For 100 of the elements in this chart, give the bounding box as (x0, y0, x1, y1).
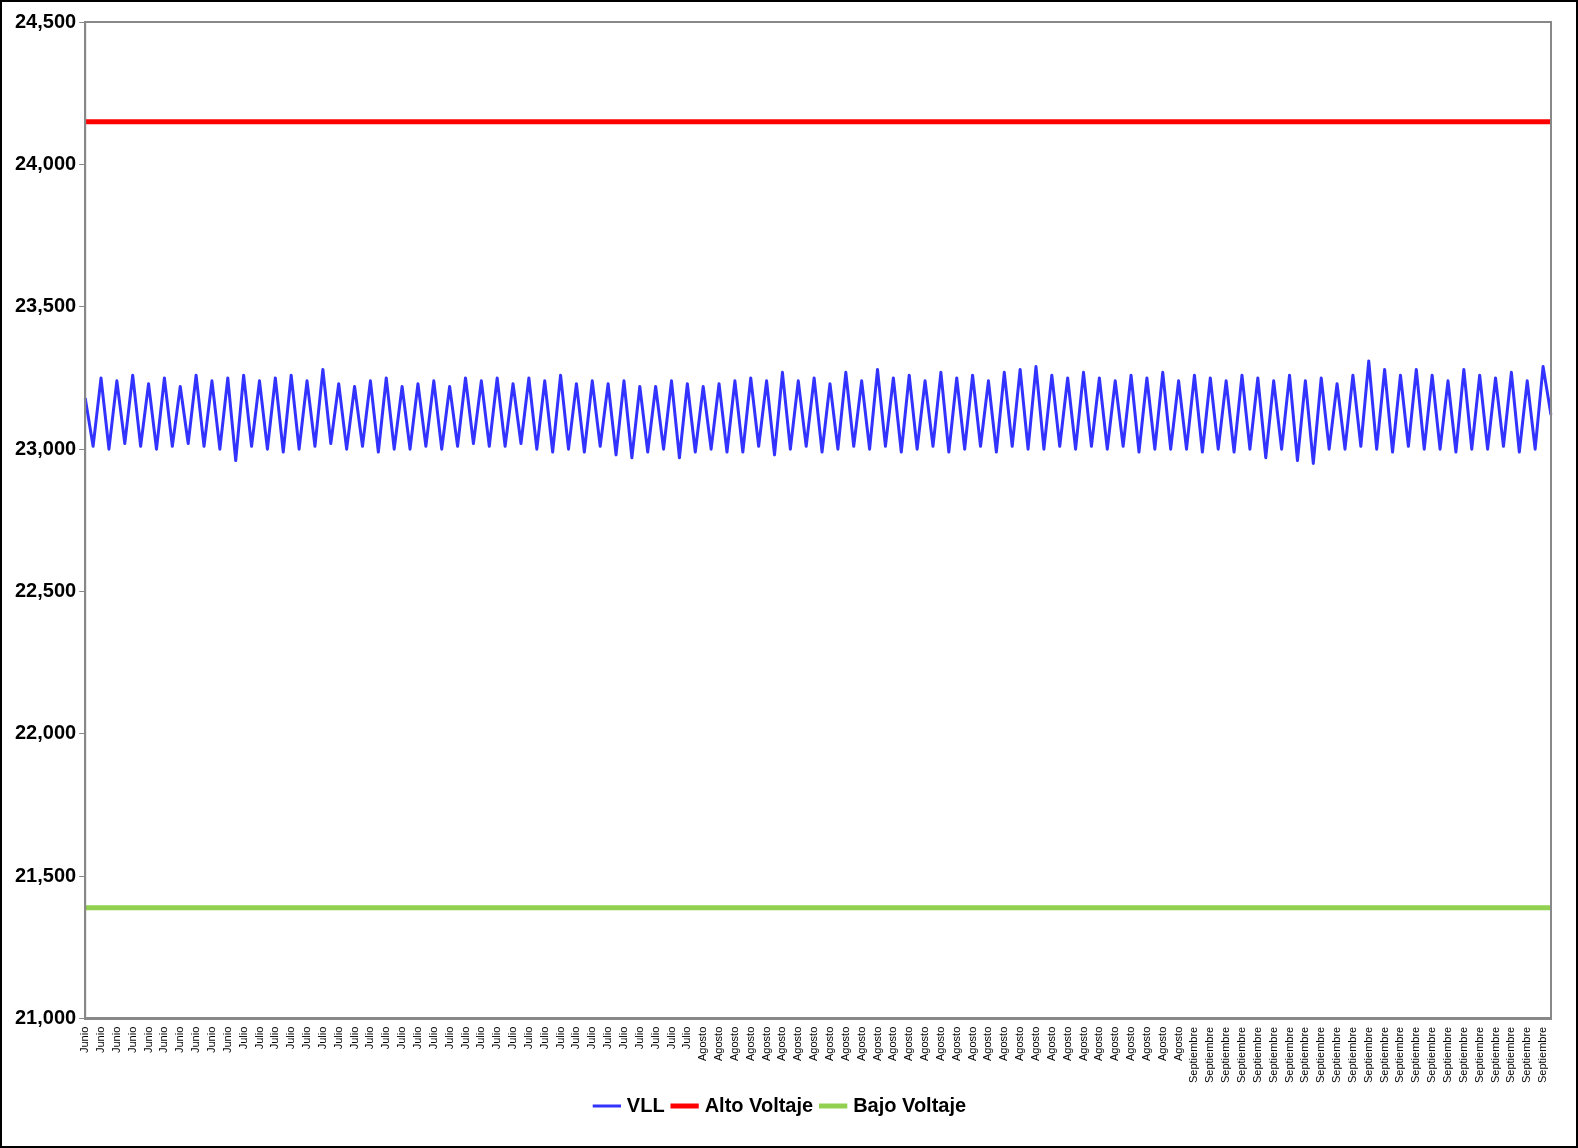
y-tick-label: 24,500 (15, 9, 77, 32)
x-tick-label: Agosto (997, 1026, 1010, 1061)
x-tick-label: Julio (347, 1026, 360, 1050)
x-tick-label: Julio (363, 1026, 376, 1050)
x-tick-label: Agosto (902, 1026, 915, 1061)
x-tick-label: Junio (204, 1026, 217, 1054)
x-tick-label: Agosto (854, 1026, 867, 1061)
x-tick-label: Septiembre (1266, 1026, 1279, 1084)
x-tick-label: Septiembre (1361, 1026, 1374, 1084)
x-tick-label: Septiembre (1235, 1026, 1248, 1084)
x-tick-label: Agosto (1060, 1026, 1073, 1061)
x-tick-label: Agosto (823, 1026, 835, 1061)
legend-label: Alto Voltaje (704, 1093, 814, 1116)
x-tick-label: Julio (664, 1026, 677, 1050)
x-tick-label: Julio (379, 1026, 392, 1050)
x-tick-label: Agosto (949, 1026, 962, 1061)
y-tick-label: 22,000 (15, 721, 77, 744)
x-tick-label: Julio (426, 1026, 439, 1050)
x-tick-label: Julio (616, 1026, 629, 1050)
x-tick-label: Septiembre (1345, 1026, 1358, 1084)
x-tick-label: Septiembre (1250, 1026, 1263, 1084)
x-tick-label: Agosto (727, 1026, 740, 1061)
x-tick-label: Junio (78, 1026, 91, 1054)
x-tick-label: Agosto (1044, 1026, 1057, 1061)
y-tick-label: 24,000 (15, 151, 77, 174)
x-tick-label: Julio (601, 1026, 614, 1050)
x-tick-label: Septiembre (1472, 1026, 1485, 1084)
x-tick-label: Agosto (1155, 1026, 1168, 1061)
x-tick-label: Julio (300, 1026, 313, 1050)
y-tick-label: 21,000 (15, 1006, 77, 1029)
x-tick-label: Septiembre (1282, 1026, 1295, 1084)
x-tick-label: Julio (252, 1026, 265, 1050)
x-tick-label: Septiembre (1488, 1026, 1501, 1084)
x-tick-label: Septiembre (1441, 1026, 1454, 1084)
legend-label: VLL (626, 1093, 665, 1116)
x-tick-label: Septiembre (1314, 1026, 1327, 1084)
x-tick-label: Agosto (1013, 1026, 1026, 1061)
x-tick-label: Septiembre (1393, 1026, 1406, 1084)
x-tick-label: Julio (569, 1026, 582, 1050)
x-tick-label: Julio (395, 1026, 408, 1050)
x-tick-label: Julio (648, 1026, 661, 1050)
x-tick-label: Julio (284, 1026, 297, 1050)
x-tick-label: Julio (585, 1026, 598, 1050)
x-tick-label: Julio (553, 1026, 566, 1050)
x-tick-label: Septiembre (1409, 1026, 1422, 1084)
x-tick-label: Agosto (743, 1026, 756, 1061)
x-tick-label: Julio (458, 1026, 471, 1050)
legend-label: Bajo Voltaje (853, 1093, 967, 1116)
x-tick-label: Julio (474, 1026, 487, 1050)
x-tick-label: Junio (173, 1026, 186, 1054)
x-tick-label: Septiembre (1504, 1026, 1517, 1084)
x-tick-label: Agosto (918, 1026, 931, 1061)
y-tick-label: 23,500 (15, 294, 77, 317)
x-tick-label: Agosto (775, 1026, 788, 1061)
x-tick-label: Agosto (838, 1026, 851, 1061)
x-tick-label: Agosto (1108, 1026, 1121, 1061)
x-tick-label: Junio (220, 1026, 233, 1054)
x-tick-label: Agosto (1092, 1026, 1105, 1061)
x-tick-label: Julio (315, 1026, 328, 1050)
x-tick-label: Septiembre (1187, 1026, 1200, 1084)
x-tick-label: Septiembre (1377, 1026, 1390, 1084)
x-tick-label: Agosto (933, 1026, 946, 1061)
x-tick-label: Agosto (791, 1026, 804, 1061)
x-tick-label: Septiembre (1203, 1026, 1216, 1084)
x-tick-label: Agosto (807, 1026, 820, 1061)
x-tick-label: Julio (537, 1026, 550, 1050)
x-tick-label: Agosto (1139, 1026, 1152, 1061)
y-tick-label: 22,500 (15, 579, 77, 602)
x-tick-label: Julio (236, 1026, 249, 1050)
x-tick-label: Junio (189, 1026, 202, 1054)
x-tick-label: Agosto (1124, 1026, 1137, 1061)
y-tick-label: 23,000 (15, 436, 77, 459)
x-tick-label: Julio (331, 1026, 344, 1050)
y-tick-label: 21,500 (15, 863, 77, 886)
x-tick-label: Septiembre (1520, 1026, 1533, 1084)
x-tick-label: Agosto (1076, 1026, 1089, 1061)
x-tick-label: Junio (94, 1026, 107, 1054)
x-tick-label: Julio (490, 1026, 503, 1050)
x-tick-label: Agosto (1029, 1026, 1042, 1061)
x-tick-label: Junio (141, 1026, 154, 1054)
x-tick-label: Julio (632, 1026, 645, 1050)
x-tick-label: Septiembre (1456, 1026, 1469, 1084)
x-tick-label: Septiembre (1536, 1026, 1549, 1084)
x-tick-label: Agosto (981, 1026, 994, 1061)
x-tick-label: Julio (521, 1026, 534, 1050)
x-tick-label: Septiembre (1219, 1026, 1232, 1084)
x-tick-label: Julio (506, 1026, 519, 1050)
x-tick-label: Julio (442, 1026, 455, 1050)
x-tick-label: Septiembre (1330, 1026, 1343, 1084)
x-tick-label: Agosto (759, 1026, 772, 1061)
x-tick-label: Septiembre (1425, 1026, 1438, 1084)
x-tick-label: Septiembre (1298, 1026, 1311, 1084)
x-tick-label: Julio (268, 1026, 281, 1050)
x-tick-label: Agosto (965, 1026, 978, 1061)
x-tick-label: Agosto (712, 1026, 725, 1061)
x-tick-label: Junio (109, 1026, 122, 1054)
x-tick-label: Julio (410, 1026, 423, 1050)
x-tick-label: Agosto (696, 1026, 709, 1061)
x-tick-label: Junio (125, 1026, 138, 1054)
x-tick-label: Junio (157, 1026, 170, 1054)
